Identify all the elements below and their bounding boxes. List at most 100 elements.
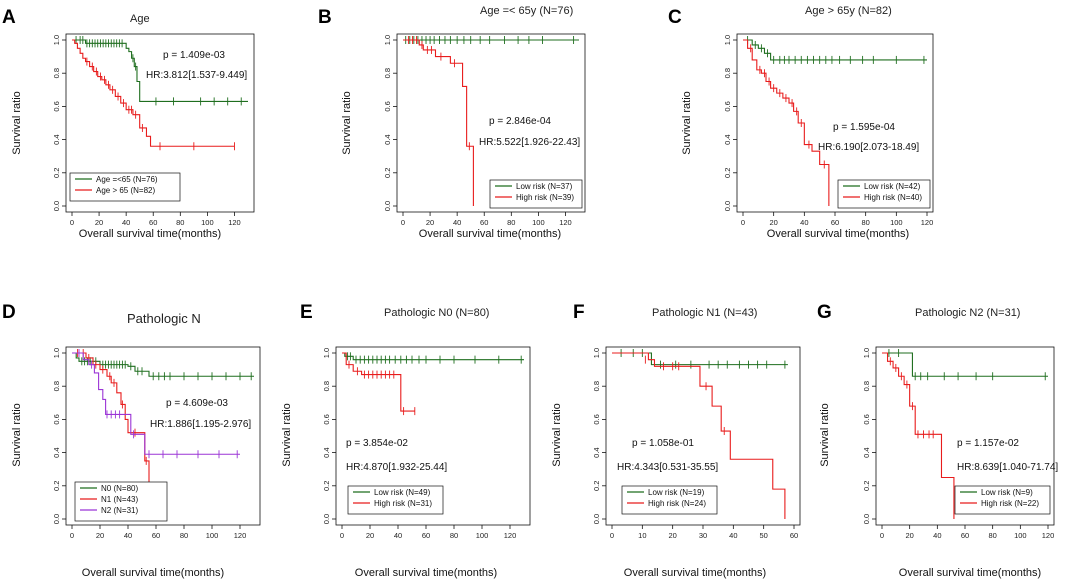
panel-letter: B: [318, 7, 332, 28]
panel-title: Pathologic N0 (N=80): [384, 307, 489, 319]
y-tick-label: 1.0: [52, 35, 61, 45]
x-tick-label: 60: [961, 531, 969, 540]
y-tick-label: 0.0: [322, 514, 331, 524]
p-value-label: p = 1.409e-03: [163, 50, 225, 61]
legend-item: High risk (N=24): [648, 499, 706, 508]
x-tick-label: 40: [800, 218, 808, 227]
x-tick-label: 80: [450, 531, 458, 540]
y-tick-label: 0.2: [383, 168, 392, 178]
x-tick-label: 50: [759, 531, 767, 540]
y-axis-label: Survival ratio: [819, 403, 831, 467]
y-tick-label: 0.2: [52, 168, 61, 178]
x-tick-label: 120: [559, 218, 572, 227]
legend-box: [489, 179, 583, 209]
y-tick-label: 1.0: [723, 35, 732, 45]
x-axis-label: Overall survival time(months): [82, 567, 224, 579]
legend-item: High risk (N=40): [864, 193, 922, 202]
y-tick-label: 0.6: [322, 414, 331, 424]
survival-curve-red: [743, 39, 830, 206]
y-axis-label: Survival ratio: [11, 403, 23, 467]
x-tick-label: 100: [532, 218, 545, 227]
y-axis-label: Survival ratio: [551, 403, 563, 467]
x-tick-label: 40: [729, 531, 737, 540]
panel-title: Pathologic N: [127, 311, 201, 326]
survival-curve-red: [403, 39, 474, 206]
y-tick-label: 0.0: [723, 201, 732, 211]
y-tick-label: 0.4: [592, 447, 601, 457]
legend-item: Low risk (N=37): [516, 182, 573, 191]
x-tick-label: 0: [880, 531, 884, 540]
x-tick-label: 0: [70, 531, 74, 540]
legend-box: [347, 485, 444, 515]
hazard-ratio-label: HR:4.870[1.932-25.44]: [346, 462, 447, 473]
survival-curve-green: [342, 352, 524, 361]
hazard-ratio-label: HR:4.343[0.531-35.55]: [617, 462, 718, 473]
y-tick-label: 0.2: [862, 481, 871, 491]
y-tick-label: 0.2: [592, 481, 601, 491]
x-tick-label: 0: [70, 218, 74, 227]
y-tick-label: 0.6: [723, 101, 732, 111]
y-tick-label: 1.0: [592, 348, 601, 358]
p-value-label: p = 4.609e-03: [166, 398, 228, 409]
survival-curve-green: [882, 352, 1048, 377]
x-tick-label: 10: [638, 531, 646, 540]
p-value-label: p = 1.157e-02: [957, 438, 1019, 449]
panel-title: Age: [130, 13, 150, 25]
x-tick-label: 60: [152, 531, 160, 540]
x-tick-label: 80: [176, 218, 184, 227]
panel-letter: D: [2, 302, 16, 323]
y-axis-label: Survival ratio: [11, 91, 23, 155]
x-tick-label: 20: [366, 531, 374, 540]
x-tick-label: 120: [1042, 531, 1055, 540]
plot-frame: [65, 33, 255, 213]
y-tick-label: 0.4: [862, 447, 871, 457]
x-tick-label: 80: [861, 218, 869, 227]
legend-item: High risk (N=22): [981, 499, 1039, 508]
panel-letter: E: [300, 302, 313, 323]
x-tick-label: 20: [95, 218, 103, 227]
y-tick-label: 0.0: [52, 514, 61, 524]
x-tick-label: 100: [890, 218, 903, 227]
y-tick-label: 0.8: [52, 68, 61, 78]
y-tick-label: 0.2: [322, 481, 331, 491]
y-tick-label: 0.4: [723, 134, 732, 144]
y-axis-label: Survival ratio: [681, 91, 693, 155]
y-tick-label: 0.6: [52, 414, 61, 424]
p-value-label: p = 1.058e-01: [632, 438, 694, 449]
y-tick-label: 0.0: [592, 514, 601, 524]
x-tick-label: 80: [988, 531, 996, 540]
legend-item: High risk (N=39): [516, 193, 574, 202]
y-tick-label: 0.8: [383, 68, 392, 78]
x-axis-label: Overall survival time(months): [355, 567, 497, 579]
x-tick-label: 30: [699, 531, 707, 540]
y-tick-label: 0.4: [52, 134, 61, 144]
x-tick-label: 60: [790, 531, 798, 540]
legend-item: High risk (N=31): [374, 499, 432, 508]
panel-f: F Pathologic N1 (N=43) 0.0 0.2 0.4 0.6 0.8 1.0 0…: [551, 302, 801, 579]
panel-title: Age > 65y (N=82): [805, 5, 892, 17]
y-tick-label: 0.8: [52, 381, 61, 391]
x-tick-label: 20: [905, 531, 913, 540]
legend-item: Low risk (N=9): [981, 488, 1033, 497]
y-tick-label: 0.6: [52, 101, 61, 111]
panel-d: D Pathologic N 0.0 0.2 0.4 0.6 0.8 1.0 0 20 40 60 80…: [2, 302, 261, 579]
plot-frame: [335, 346, 531, 526]
legend-item: Age > 65 (N=82): [96, 186, 155, 195]
x-tick-label: 120: [234, 531, 247, 540]
survival-curve-green: [612, 352, 788, 366]
survival-curve-red: [612, 352, 786, 519]
panel-letter: A: [2, 7, 16, 28]
x-axis-label: Overall survival time(months): [419, 228, 561, 240]
x-tick-label: 20: [769, 218, 777, 227]
x-tick-label: 20: [668, 531, 676, 540]
x-tick-label: 60: [422, 531, 430, 540]
x-axis-label: Overall survival time(months): [79, 228, 221, 240]
panel-title: Pathologic N1 (N=43): [652, 307, 757, 319]
x-tick-label: 40: [122, 218, 130, 227]
legend-item: N2 (N=31): [101, 506, 138, 515]
survival-curve-red: [72, 352, 150, 519]
x-tick-label: 100: [206, 531, 219, 540]
y-tick-label: 0.0: [862, 514, 871, 524]
panel-e: E Pathologic N0 (N=80) 0.0 0.2 0.4 0.6 0.8 1.0 0…: [281, 302, 531, 579]
